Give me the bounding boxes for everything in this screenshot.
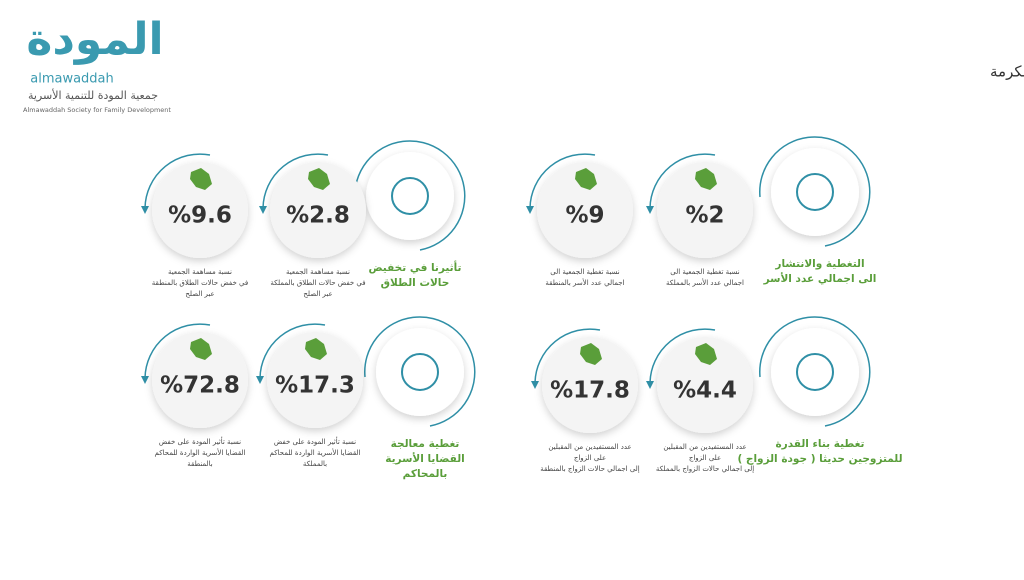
arrow [141, 376, 149, 384]
content: التغطية والانتشار الى اجمالي عدد الأسر %2 ن… [141, 136, 903, 480]
arrow [526, 206, 534, 214]
category-icon [796, 173, 834, 211]
category-circle [366, 152, 454, 240]
stat-value: %9 [565, 203, 604, 229]
org-name: جمعية المودة للتنمية الأسرية [28, 88, 158, 102]
category-label: للمتزوجين حديثا ( جودة الزواج ) [737, 453, 902, 465]
logo-latin: almawaddah [30, 72, 114, 87]
logo: المودة [26, 14, 163, 65]
org-name-en: Almawaddah Society for Family Developmen… [23, 106, 171, 114]
category-label: القضايا الأسرية [385, 452, 465, 465]
stat-value: %2.8 [286, 203, 350, 229]
arc [649, 328, 716, 384]
stat-description: نسبة مساهمة الجمعية [168, 268, 232, 276]
stat-description: نسبة تأثير المودة على خفض [159, 436, 241, 446]
stat-description: عدد المستفيدين من المقبلين [548, 443, 631, 451]
category-label: حالات الطلاق [381, 277, 450, 289]
arrow [141, 206, 149, 214]
arrow [646, 206, 654, 214]
stat-circle [270, 162, 366, 258]
arrow [259, 206, 267, 214]
category-label: تغطية بناء القدرة [775, 438, 864, 450]
arc [759, 316, 871, 427]
arc [649, 153, 716, 209]
map-icon [308, 168, 330, 190]
category-label: تأثيرنا في تخفيض [368, 260, 461, 274]
stat-description: نسبة تغطية الجمعية الى [550, 268, 620, 276]
stat-description: بالمملكة [303, 460, 327, 468]
stat-description: عبر الصلح [185, 290, 214, 298]
stat-description: اجمالي عدد الأسر بالمنطقة [545, 278, 624, 287]
stat-value: %17.3 [275, 373, 355, 399]
map-icon [695, 168, 717, 190]
stat-description: نسبة تغطية الجمعية الى [670, 268, 740, 276]
stat-description: نسبة تأثير المودة على خفض [274, 436, 356, 446]
category-label: تغطية معالجة [391, 438, 460, 450]
stat-value: %2 [685, 203, 724, 229]
stat-value: %17.8 [550, 378, 630, 404]
stat-value: %4.4 [673, 378, 737, 404]
arc [354, 140, 466, 251]
stat-circle [657, 162, 753, 258]
stat-description: اجمالي عدد الأسر بالمملكة [666, 278, 744, 287]
arrow [646, 381, 654, 389]
arc [364, 316, 476, 427]
stat-description: على الزواج [574, 454, 606, 462]
category-label: بالمحاكم [403, 468, 448, 480]
stat-description: على الزواج [689, 454, 721, 462]
stat-circle [152, 162, 248, 258]
arc [529, 153, 596, 209]
category-icon [796, 353, 834, 391]
stat-circle [542, 337, 638, 433]
stat-description: إلى اجمالي حالات الزواج بالمملكة [656, 465, 754, 473]
map-icon [305, 338, 327, 360]
stat-description: القضايا الأسرية الواردة للمحاكم [270, 448, 361, 457]
arc [262, 153, 329, 209]
stat-description: بالمنطقة [187, 460, 212, 468]
arc [759, 136, 871, 247]
category-label: التغطية والانتشار [774, 258, 864, 270]
arc [259, 323, 326, 379]
arrow [531, 381, 539, 389]
stat-description: القضايا الأسرية الواردة للمحاكم [155, 448, 246, 457]
stat-description: عبر الصلح [303, 290, 332, 298]
map-icon [695, 343, 717, 365]
category-circle [771, 148, 859, 236]
category-circle [771, 328, 859, 416]
stat-value: %9.6 [168, 203, 232, 229]
map-icon [575, 168, 597, 190]
stat-circle [152, 332, 248, 428]
arrow [256, 376, 264, 384]
stat-description: نسبة مساهمة الجمعية [286, 268, 350, 276]
category-icon [391, 177, 429, 215]
arc [144, 153, 211, 209]
stat-description: في خفض حالات الطلاق بالمنطقة [152, 279, 248, 287]
stat-circle [537, 162, 633, 258]
category-icon [401, 353, 439, 391]
stat-description: عدد المستفيدين من المقبلين [663, 443, 746, 451]
arc [534, 328, 601, 384]
map-icon [190, 168, 212, 190]
category-label: الى اجمالي عدد الأسر [763, 272, 877, 285]
arc [144, 323, 211, 379]
map-icon [190, 338, 212, 360]
stat-description: في خفض حالات الطلاق بالمملكة [270, 279, 365, 287]
stat-circle [267, 332, 363, 428]
stat-value: %72.8 [160, 373, 240, 399]
stat-circle [657, 337, 753, 433]
category-circle [376, 328, 464, 416]
page-title: تأثير جمعية المودة على مستوى المملكة وعل… [990, 61, 1024, 81]
map-icon [580, 343, 602, 365]
stat-description: إلى اجمالي حالات الزواج بالمنطقة [540, 465, 640, 473]
